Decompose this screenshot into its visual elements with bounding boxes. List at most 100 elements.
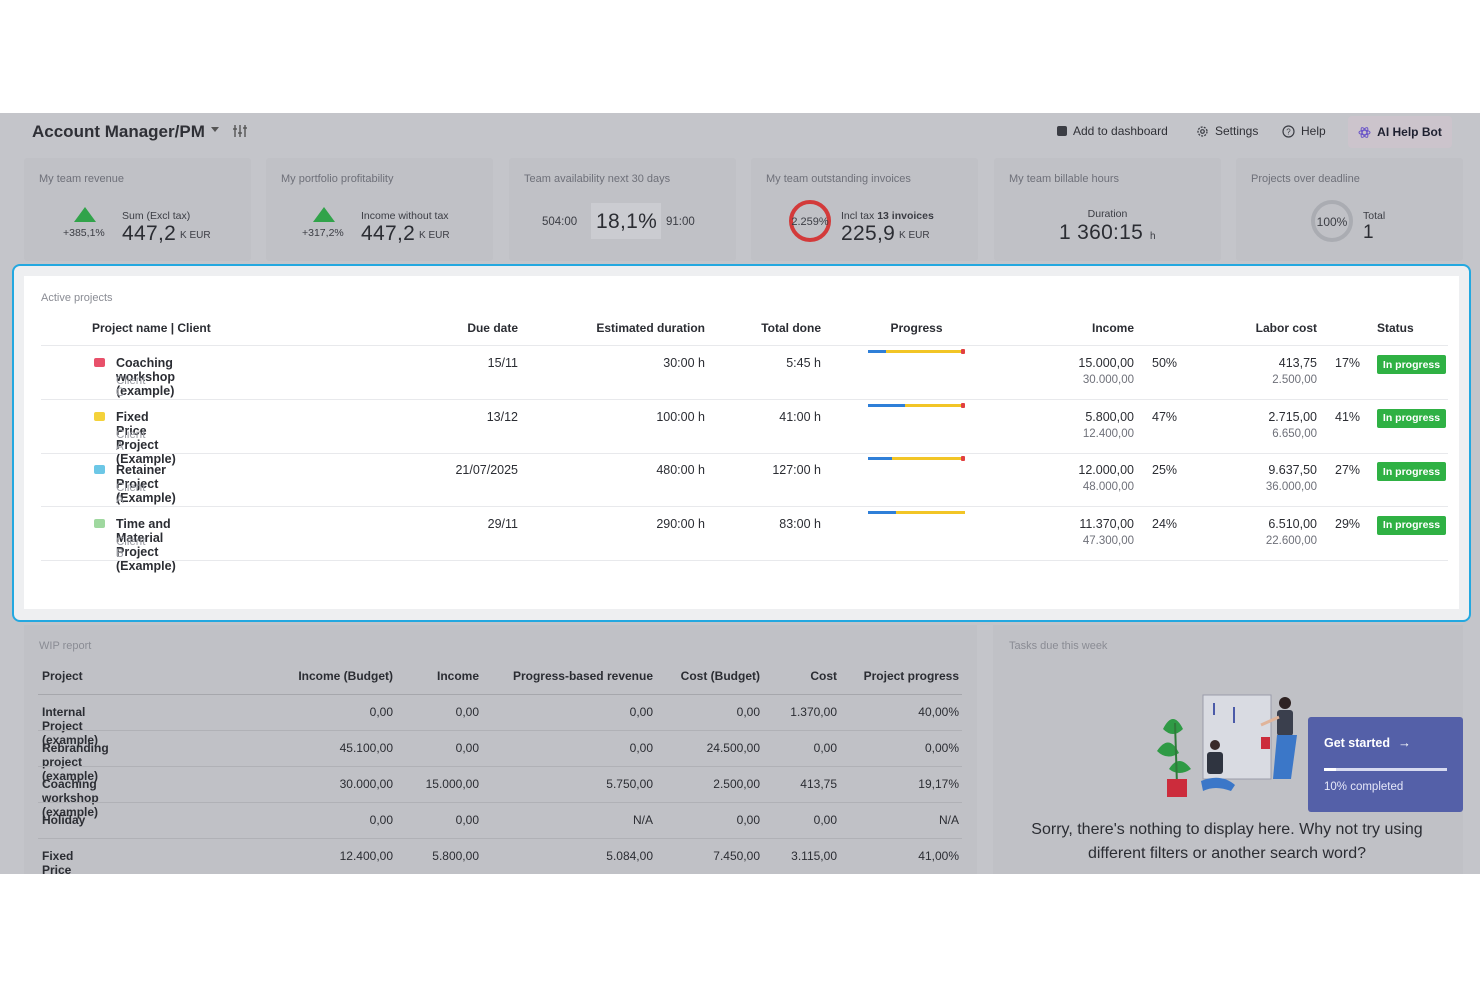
header-income[interactable]: Income: [1091, 321, 1134, 335]
income-percent: 50%: [1152, 356, 1178, 370]
wip-header-progress-revenue[interactable]: Progress-based revenue: [512, 669, 653, 683]
status-badge[interactable]: In progress: [1377, 515, 1446, 535]
kpi-available-hours: 504:00: [542, 216, 578, 228]
wip-income-budget: 45.100,00: [339, 741, 393, 755]
labor-cost-total: 2.500,00: [1272, 374, 1317, 386]
total-done: 5:45 h: [786, 356, 821, 370]
wip-income: 5.800,00: [432, 849, 479, 863]
wip-project-progress: 41,00%: [918, 849, 959, 863]
kpi-ring-value: 100%: [1316, 215, 1348, 229]
wip-income-budget: 0,00: [369, 705, 393, 719]
settings-button[interactable]: Settings: [1196, 124, 1258, 138]
labor-cost-total: 6.650,00: [1272, 427, 1317, 440]
wip-header-income-budget[interactable]: Income (Budget): [298, 669, 393, 683]
sliders-icon[interactable]: [231, 123, 249, 139]
kpi-label: My team outstanding invoices: [766, 173, 911, 185]
divider: [38, 694, 962, 695]
add-to-dashboard-button[interactable]: Add to dashboard: [1057, 124, 1168, 138]
due-date: 29/11: [487, 516, 518, 531]
wip-header-project-progress[interactable]: Project progress: [863, 669, 959, 683]
kpi-value: 1 360:15: [1059, 221, 1144, 244]
kpi-caption: Incl tax 13 invoices: [841, 210, 934, 222]
labor-cost-percent: 29%: [1335, 516, 1361, 531]
status-badge[interactable]: In progress: [1377, 462, 1446, 481]
labor-cost-value: 413,75: [1278, 356, 1317, 370]
kpi-label: Projects over deadline: [1251, 173, 1360, 185]
dashboard-title[interactable]: Account Manager/PM: [32, 122, 205, 141]
ring-gauge-icon: [1311, 200, 1353, 242]
ai-help-bot-button[interactable]: AI Help Bot: [1348, 116, 1452, 148]
project-name-link[interactable]: Fixed Price Project (Example): [116, 409, 176, 466]
progress-bar-over-marker: [961, 349, 965, 354]
project-name-link[interactable]: Retainer Project (Example): [116, 463, 176, 505]
project-icon: [94, 358, 105, 367]
header-due-date[interactable]: Due date: [467, 321, 518, 335]
get-started-progress-label: 10% completed: [1324, 781, 1404, 793]
empty-state-message: Sorry, there's nothing to display here. …: [1031, 821, 1423, 862]
header-project-name[interactable]: Project name | Client: [92, 321, 211, 335]
kpi-projects-over-deadline[interactable]: Projects over deadline 100% Total 1: [1236, 158, 1463, 261]
status-badge[interactable]: In progress: [1377, 355, 1446, 374]
wip-income: 0,00: [455, 741, 479, 755]
divider: [41, 452, 1448, 454]
divider: [38, 766, 962, 767]
estimated-duration: 30:00 h: [663, 356, 705, 370]
chevron-down-icon[interactable]: [211, 127, 219, 132]
income-value: 12.000,00: [1078, 463, 1134, 477]
wip-income-budget: 30.000,00: [339, 777, 393, 791]
kpi-unit: h: [1150, 231, 1156, 242]
income-percent: 47%: [1152, 409, 1178, 424]
get-started-button[interactable]: Get started →: [1324, 735, 1411, 750]
kpi-team-availability[interactable]: Team availability next 30 days 504:00 18…: [509, 158, 736, 261]
total-done: 127:00 h: [772, 463, 821, 477]
total-done: 41:00 h: [779, 409, 821, 424]
kpi-team-revenue[interactable]: My team revenue +385,1% Sum (Excl tax) 4…: [24, 158, 251, 261]
wip-report-widget: WIP report Project Income (Budget) Incom…: [24, 625, 977, 874]
income-total: 30.000,00: [1082, 374, 1134, 386]
trend-up-icon: [74, 207, 96, 222]
kpi-label: My team revenue: [39, 173, 124, 185]
help-button[interactable]: ? Help: [1282, 124, 1326, 138]
project-name-link[interactable]: Time and Material Project (Example): [116, 516, 176, 573]
wip-header-income[interactable]: Income: [436, 669, 479, 683]
wip-progress-revenue: 0,00: [629, 705, 653, 719]
top-bar: Account Manager/PM Add to dashboard Sett…: [0, 113, 1480, 151]
wip-income: 0,00: [455, 705, 479, 719]
header-estimated-duration[interactable]: Estimated duration: [596, 321, 705, 335]
kpi-outstanding-invoices[interactable]: My team outstanding invoices 2.259% Incl…: [751, 158, 978, 261]
progress-bar: [868, 510, 965, 514]
add-to-dashboard-label: Add to dashboard: [1073, 124, 1168, 138]
divider: [41, 559, 1448, 561]
due-date: 13/12: [486, 409, 518, 424]
project-name-link[interactable]: Coaching workshop (example): [116, 356, 176, 398]
kpi-billable-hours[interactable]: My team billable hours Duration 1 360:15…: [994, 158, 1221, 261]
empty-state-illustration: [1157, 694, 1297, 797]
progress-bar: [868, 402, 965, 408]
client-name: Client A: [116, 428, 146, 453]
kpi-caption-invoices: 13 invoices: [877, 210, 934, 222]
header-labor-cost[interactable]: Labor cost: [1255, 321, 1317, 335]
kpi-booked-hours: 91:00: [666, 216, 695, 228]
project-icon: [94, 518, 105, 528]
kpi-value: 447,2: [122, 222, 177, 245]
kpi-portfolio-profitability[interactable]: My portfolio profitability +317,2% Incom…: [266, 158, 493, 261]
question-circle-icon: ?: [1282, 124, 1295, 138]
divider: [41, 345, 1448, 346]
wip-header-project[interactable]: Project: [42, 669, 83, 683]
status-badge[interactable]: In progress: [1377, 408, 1446, 428]
header-progress[interactable]: Progress: [890, 321, 943, 335]
get-started-label: Get started: [1324, 735, 1390, 750]
labor-cost-total: 36.000,00: [1265, 481, 1317, 493]
get-started-panel[interactable]: Get started → 10% completed: [1308, 717, 1463, 812]
wip-header-cost[interactable]: Cost: [810, 669, 837, 683]
kpi-caption: Duration: [1087, 208, 1128, 220]
header-total-done[interactable]: Total done: [761, 321, 821, 335]
atom-icon: [1358, 126, 1371, 138]
kpi-value: 18,1%: [596, 210, 658, 233]
kpi-caption-prefix: Incl tax: [841, 210, 875, 222]
wip-header-cost-budget[interactable]: Cost (Budget): [680, 669, 760, 683]
header-status[interactable]: Status: [1377, 321, 1414, 335]
active-projects-widget: Active projects Project name | Client Du…: [12, 264, 1471, 622]
kpi-value-box: [591, 203, 661, 239]
wip-cost: 413,75: [800, 777, 837, 791]
